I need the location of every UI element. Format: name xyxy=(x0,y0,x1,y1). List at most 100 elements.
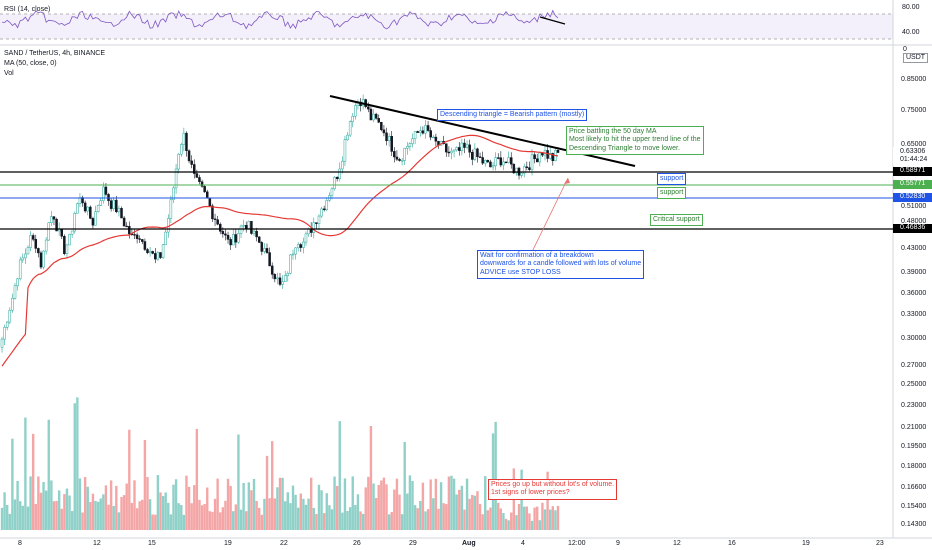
candle-body xyxy=(335,177,339,179)
volume-bar xyxy=(354,505,357,530)
candle-body xyxy=(486,160,490,163)
vol-label[interactable]: Vol xyxy=(4,70,14,77)
candle-body xyxy=(187,150,191,162)
volume-bar xyxy=(538,520,542,530)
volume-note[interactable]: Prices go up but without lot's of volume… xyxy=(488,479,618,500)
volume-bar xyxy=(151,514,154,530)
candle-body xyxy=(434,136,438,142)
candle-body xyxy=(496,157,500,159)
volume-bar xyxy=(460,485,464,530)
volume-bar xyxy=(317,484,321,530)
candle-body xyxy=(70,230,74,235)
support3-tag-bg xyxy=(893,193,932,202)
candle-body xyxy=(211,205,214,220)
volume-bar xyxy=(18,501,22,530)
candle-body xyxy=(455,147,458,151)
candle-body xyxy=(151,251,154,254)
volume-bar xyxy=(338,421,341,530)
candle-body xyxy=(398,159,401,161)
critical-note[interactable]: Critical support xyxy=(650,214,703,227)
volume-bar xyxy=(554,510,557,530)
volume-bar xyxy=(161,496,165,530)
triangle-note[interactable]: Descending triangle = Bearish pattern (m… xyxy=(437,109,588,122)
volume-bar xyxy=(348,507,352,530)
volume-bar xyxy=(242,482,245,530)
candle-body xyxy=(141,239,144,242)
volume-bar xyxy=(107,504,110,530)
volume-bar xyxy=(281,477,284,530)
candle-body xyxy=(146,249,149,254)
volume-bar xyxy=(148,499,152,530)
candle-body xyxy=(255,230,258,238)
candle-body xyxy=(494,157,497,166)
arrow-head xyxy=(564,178,570,184)
volume-bar xyxy=(536,506,539,530)
volume-bar xyxy=(307,498,310,530)
candle-body xyxy=(122,217,126,227)
price-tick-label: 0.36000 xyxy=(901,290,927,297)
volume-bar xyxy=(520,469,523,530)
volume-bar xyxy=(224,500,227,530)
volume-bar xyxy=(128,429,131,530)
candle-body xyxy=(102,186,105,201)
volume-bar xyxy=(120,496,123,530)
candle-body xyxy=(34,239,38,249)
price-tick-label: 0.48000 xyxy=(901,218,927,225)
breakdown-note[interactable]: Wait for confirmation of a breakdown dow… xyxy=(477,250,645,280)
candle-body xyxy=(263,248,266,252)
candle-body xyxy=(229,239,232,246)
candle-body xyxy=(99,200,102,206)
volume-note-line-2: 1st signs of lower prices? xyxy=(491,489,570,497)
ma-note[interactable]: Price battling the 50 day MA Most likely… xyxy=(566,126,704,156)
price-tick-label: 0.75000 xyxy=(901,107,927,114)
volume-bar xyxy=(89,501,92,530)
volume-bar xyxy=(429,479,432,530)
volume-bar xyxy=(26,506,30,530)
candle-body xyxy=(416,131,419,133)
candle-body xyxy=(286,273,290,276)
volume-bar xyxy=(159,492,162,530)
volume-bar xyxy=(271,441,274,530)
volume-bar xyxy=(400,514,404,530)
symbol-title[interactable]: SAND / TetherUS, 4h, BINANCE xyxy=(4,50,106,57)
candle-body xyxy=(242,225,245,227)
volume-bar xyxy=(478,504,482,530)
candle-body xyxy=(65,244,69,254)
volume-bar xyxy=(408,475,412,530)
volume-bar xyxy=(411,481,414,530)
candle-body xyxy=(3,326,6,340)
volume-bar xyxy=(125,483,128,530)
volume-bar xyxy=(55,500,58,530)
candle-body xyxy=(458,147,461,151)
candle-body xyxy=(50,216,53,224)
candle-body xyxy=(185,132,188,151)
volume-bar xyxy=(216,478,219,530)
candle-body xyxy=(551,153,555,162)
candle-body xyxy=(450,150,453,154)
volume-bar xyxy=(252,478,256,530)
currency-label[interactable]: USDT xyxy=(903,53,929,64)
volume-bar xyxy=(141,499,144,530)
time-tick-label: 9 xyxy=(616,540,620,547)
volume-bar xyxy=(57,490,61,530)
candle-body xyxy=(257,236,261,243)
volume-bar xyxy=(185,475,188,530)
volume-bar xyxy=(320,490,323,530)
support-note-b[interactable]: support xyxy=(657,187,687,200)
candle-body xyxy=(83,202,87,212)
rsi-title: RSI (14, close) xyxy=(4,6,51,13)
volume-bar xyxy=(206,487,209,530)
price-axis-top: 0 xyxy=(903,46,907,53)
volume-bar xyxy=(393,489,396,530)
candle-body xyxy=(182,132,186,145)
breakdown-line-3: ADVICE use STOP LOSS xyxy=(480,268,561,276)
ma-label[interactable]: MA (50, close, 0) xyxy=(4,60,57,67)
support-note-a[interactable]: support xyxy=(657,173,687,186)
volume-bar xyxy=(91,493,95,530)
volume-bar xyxy=(146,477,149,530)
volume-bar xyxy=(395,478,399,530)
volume-bar xyxy=(44,490,48,530)
candle-body xyxy=(133,234,136,236)
